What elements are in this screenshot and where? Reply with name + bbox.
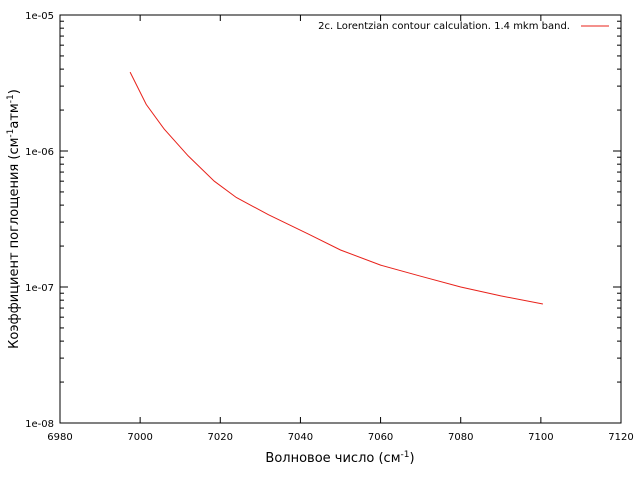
series-layer (129, 71, 543, 305)
x-tick-label: 7000 (127, 432, 152, 443)
x-tick-label: 7100 (528, 432, 553, 443)
y-tick-label: 1e-06 (25, 147, 54, 158)
plot-frame (59, 14, 622, 424)
y-tick-label: 1e-07 (25, 283, 54, 294)
series-line (129, 71, 543, 305)
x-tick-label: 7040 (288, 432, 313, 443)
legend-entry-label: 2c. Lorentzian contour calculation. 1.4 … (318, 21, 570, 32)
y-tick-label: 1e-08 (25, 419, 54, 430)
legend: 2c. Lorentzian contour calculation. 1.4 … (318, 21, 609, 32)
y-axis-title: Коэффициент поглощения (см-1атм-1) (6, 89, 22, 349)
x-tick-label: 7020 (208, 432, 233, 443)
x-tick-label: 7060 (368, 432, 393, 443)
y-tick-label: 1e-05 (25, 11, 54, 22)
x-tick-label: 7080 (448, 432, 473, 443)
y-axis-ticks: 1e-08 1e-07 1e-06 1e-05 (25, 11, 621, 430)
x-axis-ticks: 6980 7000 7020 7040 7060 7080 7100 7120 (47, 15, 634, 443)
x-axis-title: Волновое число (см-1) (265, 450, 414, 466)
x-tick-label: 7120 (608, 432, 633, 443)
x-tick-label: 6980 (47, 432, 72, 443)
